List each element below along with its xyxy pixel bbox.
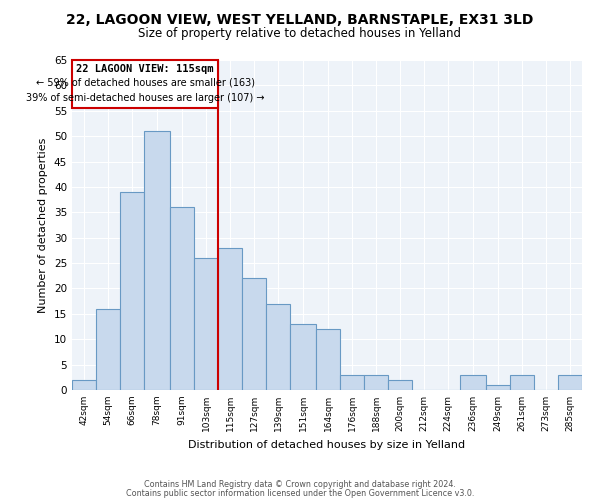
Text: 22 LAGOON VIEW: 115sqm: 22 LAGOON VIEW: 115sqm	[76, 64, 214, 74]
Bar	[120, 192, 144, 390]
Bar	[364, 375, 388, 390]
Bar	[290, 324, 316, 390]
Bar	[510, 375, 534, 390]
Text: Contains public sector information licensed under the Open Government Licence v3: Contains public sector information licen…	[126, 488, 474, 498]
Bar	[72, 380, 96, 390]
Bar	[96, 309, 120, 390]
FancyBboxPatch shape	[72, 60, 218, 108]
Text: 22, LAGOON VIEW, WEST YELLAND, BARNSTAPLE, EX31 3LD: 22, LAGOON VIEW, WEST YELLAND, BARNSTAPL…	[67, 12, 533, 26]
Bar	[486, 385, 510, 390]
Bar	[170, 207, 194, 390]
Bar	[242, 278, 266, 390]
X-axis label: Distribution of detached houses by size in Yelland: Distribution of detached houses by size …	[188, 440, 466, 450]
Bar	[460, 375, 486, 390]
Bar	[266, 304, 290, 390]
Bar	[218, 248, 242, 390]
Bar	[316, 329, 340, 390]
Bar	[194, 258, 218, 390]
Y-axis label: Number of detached properties: Number of detached properties	[38, 138, 49, 312]
Bar	[340, 375, 364, 390]
Text: ← 59% of detached houses are smaller (163): ← 59% of detached houses are smaller (16…	[35, 78, 254, 88]
Bar	[388, 380, 412, 390]
Bar	[558, 375, 582, 390]
Text: Contains HM Land Registry data © Crown copyright and database right 2024.: Contains HM Land Registry data © Crown c…	[144, 480, 456, 489]
Text: Size of property relative to detached houses in Yelland: Size of property relative to detached ho…	[139, 28, 461, 40]
Text: 39% of semi-detached houses are larger (107) →: 39% of semi-detached houses are larger (…	[26, 93, 264, 103]
Bar	[144, 131, 170, 390]
